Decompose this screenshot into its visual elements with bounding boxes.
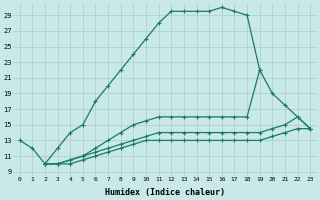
X-axis label: Humidex (Indice chaleur): Humidex (Indice chaleur) [105, 188, 225, 197]
